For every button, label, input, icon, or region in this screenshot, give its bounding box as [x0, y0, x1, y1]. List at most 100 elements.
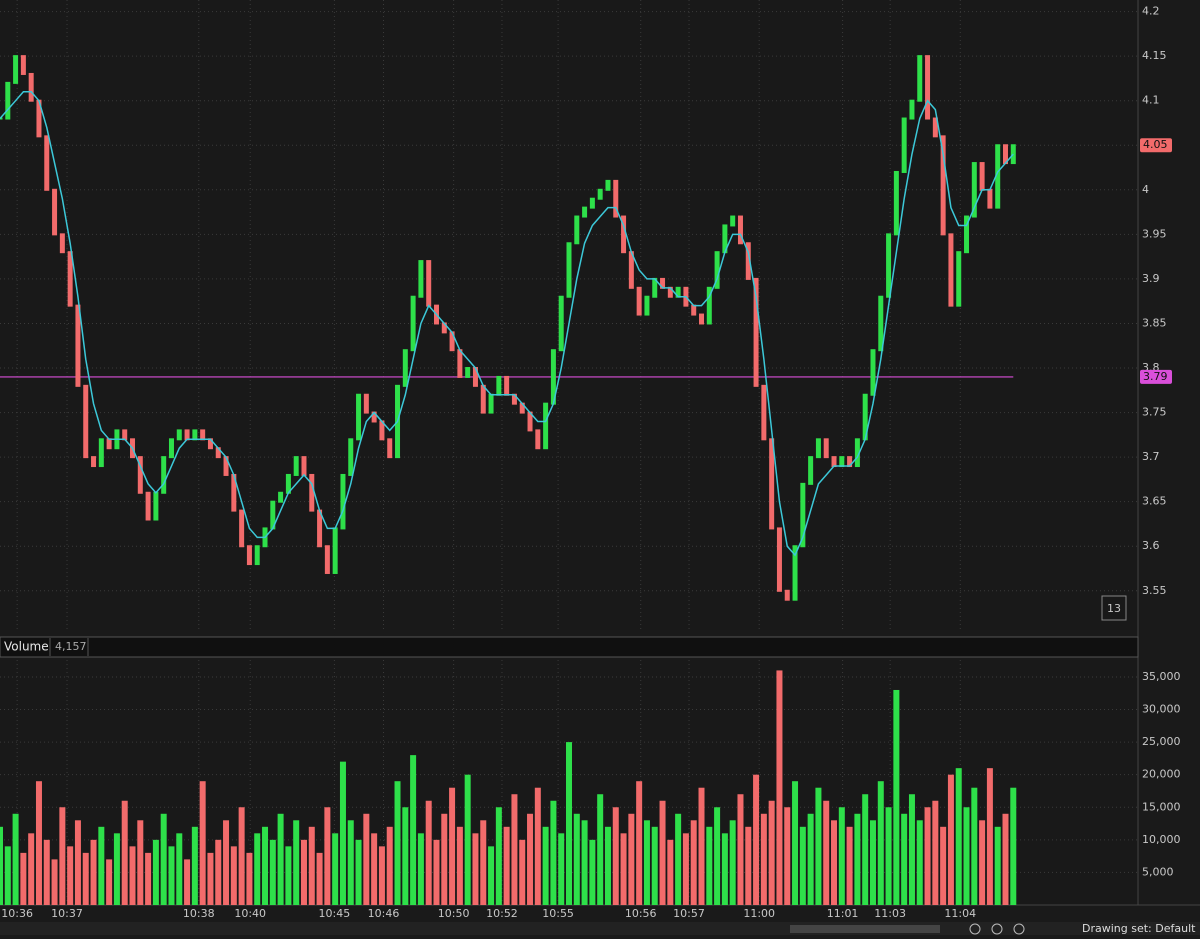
volume-bar — [667, 839, 674, 905]
candle — [628, 251, 634, 289]
candle — [948, 233, 954, 307]
volume-bar — [246, 852, 253, 905]
volume-bar — [441, 813, 448, 905]
volume-bar — [799, 826, 806, 905]
volume-bar — [98, 826, 105, 905]
candle — [239, 509, 245, 548]
candle — [137, 456, 143, 494]
volume-header — [0, 636, 1139, 658]
volume-bar — [940, 826, 947, 905]
volume-title: Volume — [4, 640, 49, 654]
volume-bar — [893, 689, 900, 905]
volume-bar — [207, 852, 214, 905]
candle — [667, 286, 673, 298]
badge-box[interactable] — [1101, 595, 1127, 621]
volume-bar — [979, 820, 986, 905]
candle — [387, 438, 393, 459]
volume-bar — [862, 794, 869, 905]
candle — [285, 473, 291, 494]
candle — [519, 402, 525, 414]
volume-bar — [698, 787, 705, 905]
candle — [153, 491, 159, 521]
candle — [753, 277, 759, 387]
candle — [91, 456, 97, 468]
volume-bar — [745, 826, 752, 905]
volume-bar — [542, 826, 549, 905]
candle — [371, 411, 377, 423]
volume-bar — [332, 833, 339, 905]
volume-bar — [566, 742, 572, 905]
x-tick-label: 10:55 — [542, 907, 574, 920]
zoom-in[interactable] — [991, 923, 1003, 935]
x-tick-label: 10:45 — [319, 907, 351, 920]
y-tick-label: 3.55 — [1142, 584, 1167, 597]
scrollbar[interactable] — [790, 925, 940, 933]
candle — [317, 509, 323, 548]
volume-bar — [675, 813, 682, 905]
last-price-tag — [1140, 138, 1172, 153]
candle — [410, 295, 416, 352]
volume-bar — [223, 820, 230, 905]
volume-bar — [410, 755, 417, 905]
candle — [964, 215, 970, 254]
drawing-set[interactable]: Drawing set: Default — [1082, 922, 1196, 935]
x-tick-label: 10:50 — [438, 907, 470, 920]
candle — [426, 260, 432, 307]
candle — [543, 402, 549, 450]
volume-bar — [558, 833, 565, 905]
candle — [839, 456, 845, 468]
candle — [652, 277, 658, 298]
zoom-out[interactable] — [969, 923, 981, 935]
x-tick-label: 11:01 — [827, 907, 859, 920]
candle — [589, 197, 595, 209]
volume-bar — [714, 807, 721, 905]
volume-bar — [682, 833, 689, 905]
candle — [901, 117, 907, 173]
candle — [761, 384, 767, 441]
candle — [574, 215, 580, 245]
volume-bar — [986, 768, 993, 905]
volume-bar — [121, 800, 128, 905]
volume-bar — [433, 839, 440, 905]
volume-bar — [106, 859, 113, 905]
volume-bar — [550, 800, 557, 905]
candle — [776, 527, 782, 592]
volume-bar — [59, 807, 66, 905]
volume-bar — [963, 807, 970, 905]
x-tick-label: 10:46 — [368, 907, 400, 920]
candle — [597, 188, 603, 200]
last-price-label: 4.05 — [1143, 138, 1168, 151]
x-tick-label: 10:36 — [1, 907, 33, 920]
candle — [878, 295, 884, 352]
candle — [363, 393, 369, 414]
candle — [784, 589, 790, 601]
volume-bar — [363, 813, 370, 905]
volume-bar — [339, 761, 346, 905]
volume-bar — [659, 800, 666, 905]
y-tick-label: 3.95 — [1142, 227, 1167, 240]
crosshair[interactable] — [1013, 923, 1025, 935]
volume-bar — [43, 839, 50, 905]
x-tick-label: 10:40 — [234, 907, 266, 920]
candle — [644, 295, 650, 316]
candle — [932, 117, 938, 138]
volume-bar — [534, 787, 541, 905]
candle — [979, 162, 985, 191]
volume-bar — [901, 813, 908, 905]
candle — [75, 304, 81, 387]
candle — [270, 500, 276, 530]
badge[interactable]: 13 — [1107, 602, 1121, 615]
candle — [558, 295, 564, 352]
volume-bar — [807, 813, 814, 905]
volume-bar — [316, 852, 323, 905]
candle — [504, 375, 510, 396]
volume-bar — [425, 800, 432, 905]
candle — [309, 473, 315, 512]
y-tick-label: 3.7 — [1142, 450, 1160, 463]
candle — [582, 206, 588, 218]
volume-bar — [955, 768, 962, 905]
volume-bar — [129, 846, 136, 905]
volume-bar — [371, 833, 378, 905]
